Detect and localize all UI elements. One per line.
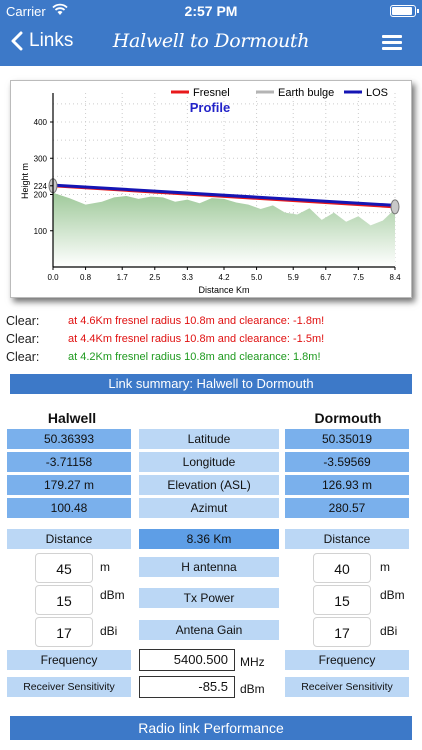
x-tick-label: 2.5 xyxy=(149,273,161,282)
y-tick-label: 224 xyxy=(34,182,48,191)
clearance-row: Clear: at 4.2Km fresnel radius 10.8m and… xyxy=(0,350,422,367)
frequency-label-left: Frequency xyxy=(7,650,131,670)
frequency-input[interactable]: 5400.500 xyxy=(139,649,235,671)
profile-chart: 0.0 0.8 1.7 2.5 3.3 4.2 5.0 5.9 6.7 7.5 8.4 100 200 2… xyxy=(10,80,412,298)
y-tick-label: 100 xyxy=(34,227,48,236)
legend-entry: Fresnel xyxy=(193,87,230,99)
site-a-tx-power-input[interactable]: 15 xyxy=(35,585,93,615)
site-b-antenna-height-input[interactable]: 40 xyxy=(313,553,371,583)
antenna-marker-end xyxy=(390,199,400,215)
power-unit-b: dBm xyxy=(380,588,405,602)
site-a-longitude: -3.71158 xyxy=(7,452,131,472)
sensitivity-unit: dBm xyxy=(240,682,265,696)
menu-icon[interactable] xyxy=(382,35,402,51)
legend-entry: LOS xyxy=(366,87,388,99)
x-tick-label: 7.5 xyxy=(353,273,365,282)
battery-icon xyxy=(390,5,419,17)
profile-chart-svg: 0.0 0.8 1.7 2.5 3.3 4.2 5.0 5.9 6.7 7.5 8.4 100 2002… xyxy=(20,87,401,295)
clearance-label: Clear: xyxy=(6,314,40,328)
distance-value: 8.36 Km xyxy=(139,529,279,549)
y-tick-label: 200 xyxy=(34,191,48,200)
site-b-azimut: 280.57 xyxy=(285,498,409,518)
h-antenna-label: H antenna xyxy=(139,557,279,577)
page-title: Halwell to Dormouth xyxy=(112,30,310,52)
x-tick-label: 1.7 xyxy=(117,273,129,282)
y-tick-label: 400 xyxy=(34,118,48,127)
series-line-los xyxy=(52,183,396,207)
x-axis-label: Distance Km xyxy=(198,285,249,295)
back-button[interactable]: Links xyxy=(10,30,73,52)
terrain-area xyxy=(53,192,395,267)
frequency-unit: MHz xyxy=(240,655,265,669)
site-a-antenna-height-input[interactable]: 45 xyxy=(35,553,93,583)
latitude-label: Latitude xyxy=(139,429,279,449)
clearance-message: at 4.4Km fresnel radius 10.8m and cleara… xyxy=(68,333,325,345)
chevron-left-icon xyxy=(11,31,23,51)
distance-label-left: Distance xyxy=(7,529,131,549)
radio-link-performance-header: Radio link Performance xyxy=(10,716,412,740)
carrier-label: Carrier xyxy=(6,4,46,19)
navigation-bar: Carrier 2:57 PM Links Halwell to Dormout… xyxy=(0,0,422,66)
x-tick-label: 3.3 xyxy=(182,273,194,282)
chart-title: Profile xyxy=(190,100,230,115)
receiver-sensitivity-input[interactable]: -85.5 xyxy=(139,676,235,698)
legend-entry: Earth bulge xyxy=(278,87,334,99)
site-b-name: Dormouth xyxy=(314,410,382,426)
distance-label-right: Distance xyxy=(285,529,409,549)
site-b-antenna-gain-input[interactable]: 17 xyxy=(313,617,371,647)
gain-unit-a: dBi xyxy=(100,624,118,638)
site-a-azimut: 100.48 xyxy=(7,498,131,518)
site-a-elevation: 179.27 m xyxy=(7,475,131,495)
site-a-antenna-gain-input[interactable]: 17 xyxy=(35,617,93,647)
clearance-message: at 4.6Km fresnel radius 10.8m and cleara… xyxy=(68,315,325,327)
x-tick-label: 6.7 xyxy=(320,273,332,282)
site-a-latitude: 50.36393 xyxy=(7,429,131,449)
site-b-longitude: -3.59569 xyxy=(285,452,409,472)
antenna-unit-b: m xyxy=(380,560,390,574)
x-tick-label: 5.9 xyxy=(288,273,300,282)
y-axis-label: Height m xyxy=(20,163,30,199)
clock: 2:57 PM xyxy=(184,3,238,19)
status-bar: Carrier 2:57 PM xyxy=(0,0,422,22)
receiver-sensitivity-label-right: Receiver Sensitivity xyxy=(285,677,409,697)
back-label: Links xyxy=(29,30,74,51)
longitude-label: Longitude xyxy=(139,452,279,472)
antenna-unit-a: m xyxy=(100,560,110,574)
x-tick-label: 0.0 xyxy=(47,273,59,282)
gain-unit-b: dBi xyxy=(380,624,398,638)
azimut-label: Azimut xyxy=(139,498,279,518)
site-b-latitude: 50.35019 xyxy=(285,429,409,449)
site-b-elevation: 126.93 m xyxy=(285,475,409,495)
site-b-tx-power-input[interactable]: 15 xyxy=(313,585,371,615)
elevation-label: Elevation (ASL) xyxy=(139,475,279,495)
tx-power-label: Tx Power xyxy=(139,588,279,608)
power-unit-a: dBm xyxy=(100,588,125,602)
site-a-name: Halwell xyxy=(47,410,97,426)
frequency-label-right: Frequency xyxy=(285,650,409,670)
x-tick-label: 8.4 xyxy=(389,273,401,282)
antenna-gain-label: Antena Gain xyxy=(139,620,279,640)
clearance-row: Clear: at 4.6Km fresnel radius 10.8m and… xyxy=(0,314,422,331)
clearance-label: Clear: xyxy=(6,350,40,364)
y-tick-label: 300 xyxy=(34,154,48,163)
clearance-message: at 4.2Km fresnel radius 10.8m and cleara… xyxy=(68,351,321,363)
x-tick-label: 4.2 xyxy=(218,273,230,282)
wifi-icon xyxy=(52,3,68,19)
clearance-row: Clear: at 4.4Km fresnel radius 10.8m and… xyxy=(0,332,422,349)
clearance-label: Clear: xyxy=(6,332,40,346)
receiver-sensitivity-label-left: Receiver Sensitivity xyxy=(7,677,131,697)
x-tick-label: 5.0 xyxy=(251,273,263,282)
link-summary-header: Link summary: Halwell to Dormouth xyxy=(10,374,412,394)
x-tick-label: 0.8 xyxy=(80,273,92,282)
